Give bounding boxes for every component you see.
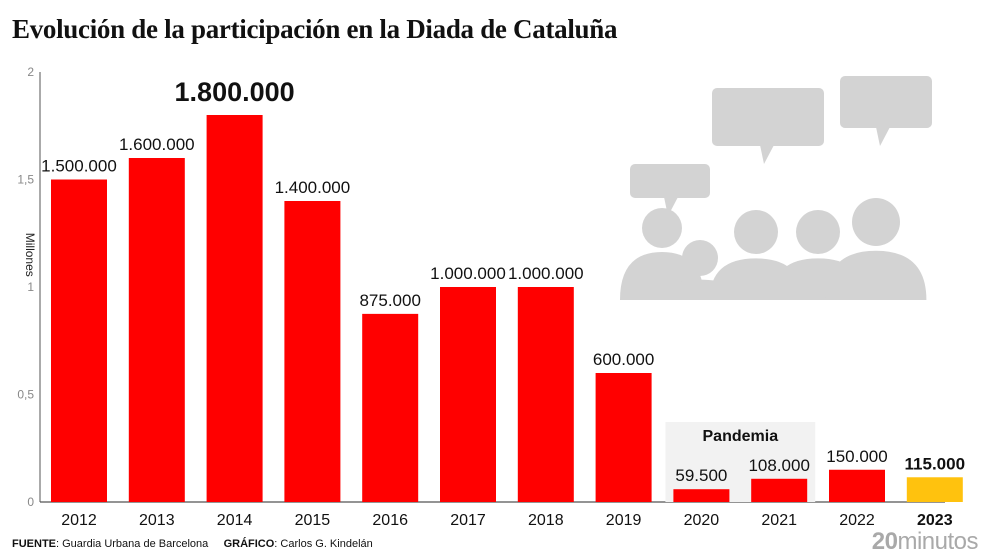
bar-2013 <box>128 158 185 502</box>
value-label-2015: 1.400.000 <box>275 178 351 197</box>
person-right-body <box>825 250 927 300</box>
value-label-2023: 115.000 <box>905 454 966 473</box>
protest-crowd-illustration <box>620 76 932 300</box>
graphic-credit: Carlos G. Kindelán <box>280 538 373 550</box>
labels-group: 1.500.000 2012 1.600.000 2013 1.800.000 2014 1… <box>41 77 965 529</box>
y-tick-label: 1,5 <box>17 173 34 187</box>
value-label-2012: 1.500.000 <box>41 157 117 176</box>
pandemic-label: Pandemia <box>703 428 779 445</box>
bars-group <box>51 115 963 502</box>
bar-2019 <box>595 373 652 502</box>
graphic-label: GRÁFICO <box>223 538 275 550</box>
speech-bubble-right-tail <box>876 127 890 146</box>
bar-2014 <box>206 115 263 502</box>
value-label-2013: 1.600.000 <box>119 135 195 154</box>
x-tick-label-2022: 2022 <box>839 512 875 529</box>
bar-2015 <box>284 201 341 502</box>
x-tick-label-2017: 2017 <box>450 512 486 529</box>
value-label-2014: 1.800.000 <box>175 77 295 107</box>
bar-2021 <box>751 478 808 502</box>
x-tick-label-2012: 2012 <box>61 512 97 529</box>
value-label-2019: 600.000 <box>593 350 654 369</box>
y-axis-label: Millones <box>23 233 37 277</box>
source-label: FUENTE <box>12 538 56 550</box>
brand-name: minutos <box>897 528 978 555</box>
y-tick-label: 0,5 <box>17 388 34 402</box>
x-tick-label-2019: 2019 <box>606 512 642 529</box>
brand-logo: 20minutos <box>871 528 979 556</box>
person-left-head <box>734 210 778 254</box>
bar-2017 <box>440 287 496 502</box>
x-tick-label-2021: 2021 <box>761 512 797 529</box>
bar-chart: 0 0,5 1 1,5 2 Millones Pandemia 1.500.000 2012… <box>17 65 965 529</box>
speech-bubble-right <box>840 76 932 128</box>
source-text: Guardia Urbana de Barcelona <box>62 538 209 550</box>
y-tick-label: 1 <box>27 280 34 294</box>
value-label-2018: 1.000.000 <box>508 264 584 283</box>
bar-2012 <box>51 179 107 502</box>
y-tick-label: 0 <box>27 495 34 509</box>
bar-2016 <box>362 313 419 502</box>
bar-2018 <box>517 287 574 502</box>
x-tick-label-2015: 2015 <box>295 512 331 529</box>
value-label-2017: 1.000.000 <box>430 264 506 283</box>
speech-bubble-left <box>712 88 824 146</box>
value-label-2022: 150.000 <box>826 447 887 466</box>
value-label-2020: 59.500 <box>675 466 727 485</box>
footer-credits: FUENTE: Guardia Urbana de Barcelona GRÁF… <box>12 538 373 550</box>
value-label-2016: 875.000 <box>359 291 420 310</box>
person-middle-head <box>796 210 840 254</box>
y-tick-label: 2 <box>27 65 34 79</box>
speech-bubble-small <box>630 164 710 198</box>
chart-title: Evolución de la participación en la Diad… <box>12 14 618 44</box>
person-small-head <box>682 240 718 276</box>
x-tick-label-2014: 2014 <box>217 512 253 529</box>
bar-2020 <box>673 489 730 502</box>
speech-bubble-left-tail <box>760 145 774 164</box>
x-tick-label-2020: 2020 <box>684 512 720 529</box>
x-tick-label-2013: 2013 <box>139 512 175 529</box>
person-right-head <box>852 198 900 246</box>
bar-2022 <box>829 469 885 502</box>
x-tick-label-2023: 2023 <box>917 512 953 529</box>
x-tick-label-2016: 2016 <box>372 512 408 529</box>
person-far-left-head <box>642 208 682 248</box>
bar-2023 <box>906 477 963 502</box>
brand-number: 20 <box>871 528 898 555</box>
value-label-2021: 108.000 <box>748 456 809 475</box>
x-tick-label-2018: 2018 <box>528 512 564 529</box>
